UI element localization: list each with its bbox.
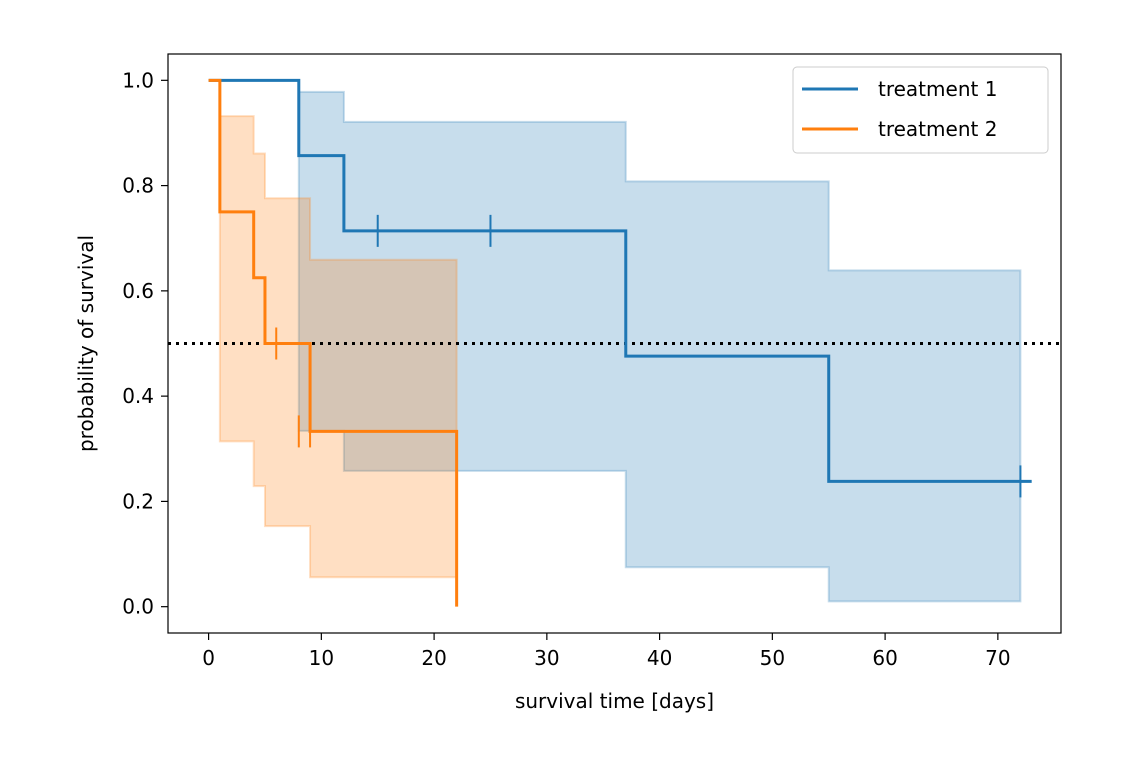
x-tick-label-6: 60 <box>872 646 897 670</box>
y-axis-ticks: 0.0 0.2 0.4 0.6 0.8 1.0 <box>122 68 168 619</box>
x-tick-label-1: 10 <box>309 646 334 670</box>
y-tick-label-3: 0.6 <box>122 279 154 303</box>
x-tick-label-7: 70 <box>985 646 1010 670</box>
legend-label-treatment-1: treatment 1 <box>878 77 997 101</box>
x-tick-label-0: 0 <box>202 646 215 670</box>
plot-frame <box>167 53 1062 634</box>
legend: treatment 1 treatment 2 <box>792 66 1049 154</box>
confidence-bands <box>218 90 1022 603</box>
legend-label-treatment-2: treatment 2 <box>878 117 997 141</box>
x-tick-label-2: 20 <box>421 646 446 670</box>
x-tick-label-5: 50 <box>760 646 785 670</box>
survival-line-treatment-1 <box>208 78 1032 483</box>
x-axis-label: survival time [days] <box>515 689 714 713</box>
x-axis-ticks: 0 10 20 30 40 50 60 70 <box>202 633 1011 670</box>
survival-curves <box>208 78 1032 607</box>
survival-line-treatment-2 <box>208 78 459 607</box>
y-tick-label-2: 0.4 <box>122 384 154 408</box>
ci-band-treatment-1 <box>297 90 1022 603</box>
y-axis-label: probability of survival <box>74 235 98 452</box>
x-tick-label-4: 40 <box>647 646 672 670</box>
censor-marks <box>275 214 1022 498</box>
y-tick-label-0: 0.0 <box>122 595 154 619</box>
x-tick-label-3: 30 <box>534 646 559 670</box>
y-tick-label-5: 1.0 <box>122 68 154 92</box>
y-tick-label-4: 0.8 <box>122 174 154 198</box>
y-tick-label-1: 0.2 <box>122 489 154 513</box>
